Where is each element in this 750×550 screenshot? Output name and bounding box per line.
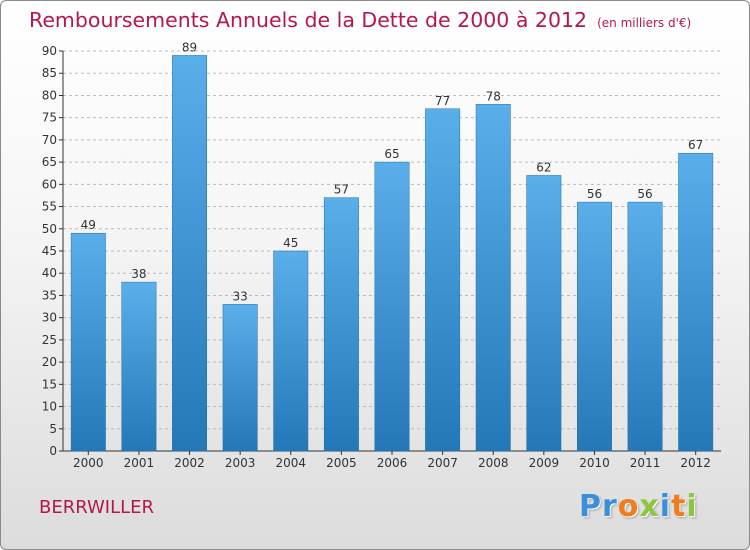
bar: [121, 281, 157, 452]
y-tick-label: 50: [42, 222, 57, 236]
y-tick-label: 10: [42, 400, 57, 414]
x-tick-label: 2007: [427, 456, 458, 470]
logo-letter: P: [579, 489, 602, 524]
bar-value-label: 78: [486, 89, 501, 103]
proxiti-logo: Proxiti: [579, 489, 698, 524]
bar-value-label: 45: [283, 236, 298, 250]
x-tick-label: 2011: [630, 456, 661, 470]
bar: [627, 201, 663, 452]
x-tick-label: 2004: [275, 456, 306, 470]
chart-title-text: Remboursements Annuels de la Dette de 20…: [29, 8, 588, 32]
bar-value-label: 33: [233, 289, 248, 303]
y-tick-label: 60: [42, 177, 57, 191]
bar: [273, 250, 309, 452]
bar-value-label: 56: [637, 187, 652, 201]
x-tick-label: 2010: [579, 456, 610, 470]
bar: [577, 201, 612, 452]
y-tick-label: 85: [42, 66, 57, 80]
bar: [70, 232, 106, 452]
y-tick-label: 30: [42, 311, 57, 325]
bar-value-label: 89: [182, 40, 197, 54]
bar-value-label: 62: [536, 160, 551, 174]
x-tick-label: 2000: [73, 456, 104, 470]
y-tick-label: 15: [42, 377, 57, 391]
commune-name: BERRWILLER: [39, 497, 155, 518]
y-tick-label: 35: [42, 288, 57, 302]
bar: [323, 197, 359, 452]
bar-value-label: 65: [384, 147, 399, 161]
y-tick-label: 45: [42, 244, 57, 258]
bar: [222, 304, 258, 452]
logo-letter: i: [659, 489, 672, 524]
y-tick-label: 20: [42, 355, 57, 369]
bar-value-label: 77: [435, 94, 450, 108]
y-tick-label: 0: [49, 444, 57, 458]
y-tick-label: 40: [42, 266, 57, 280]
chart-title: Remboursements Annuels de la Dette de 20…: [29, 8, 691, 32]
bar: [678, 152, 714, 452]
x-tick-label: 2009: [529, 456, 560, 470]
x-tick-label: 2002: [174, 456, 205, 470]
x-tick-label: 2008: [478, 456, 509, 470]
y-tick-label: 80: [42, 88, 57, 102]
logo-letter: r: [602, 489, 618, 524]
bar: [172, 55, 207, 452]
y-tick-label: 70: [42, 133, 57, 147]
y-tick-label: 90: [42, 44, 57, 58]
bar: [374, 161, 410, 452]
chart-unit: (en milliers d'€): [597, 16, 692, 30]
bar-value-label: 56: [587, 187, 602, 201]
y-tick-label: 55: [42, 200, 57, 214]
bar-value-label: 67: [688, 138, 703, 152]
x-tick-label: 2001: [124, 456, 155, 470]
bar-value-label: 57: [334, 183, 349, 197]
bar-value-label: 38: [131, 267, 146, 281]
logo-letter: o: [617, 489, 640, 524]
x-tick-label: 2003: [225, 456, 256, 470]
y-tick-label: 5: [49, 422, 57, 436]
bar: [526, 175, 562, 452]
x-tick-label: 2006: [377, 456, 408, 470]
y-tick-label: 65: [42, 155, 57, 169]
bar: [425, 108, 461, 452]
y-tick-label: 25: [42, 333, 57, 347]
bar-value-label: 49: [81, 218, 96, 232]
x-tick-label: 2005: [326, 456, 357, 470]
y-tick-label: 75: [42, 111, 57, 125]
logo-letter: x: [639, 489, 660, 524]
x-tick-label: 2012: [680, 456, 711, 470]
logo-letter: i: [686, 489, 698, 524]
logo-letter: t: [671, 489, 687, 524]
bar: [475, 104, 511, 452]
